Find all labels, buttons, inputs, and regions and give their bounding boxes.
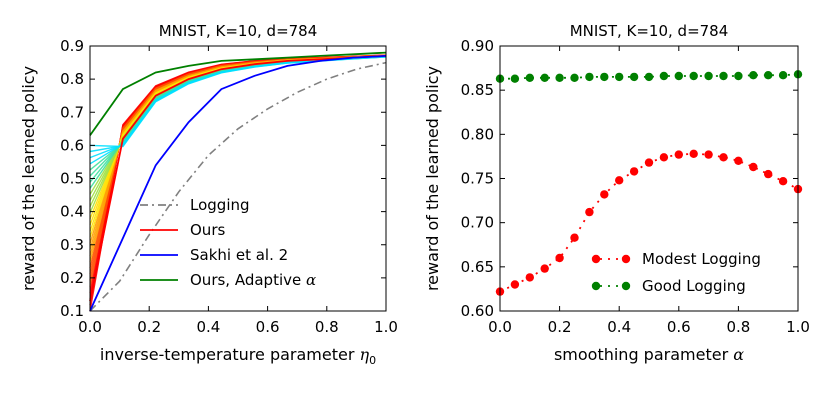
p1-y-tick-label: 0.1 bbox=[60, 302, 84, 320]
p2-y-tick-label: 0.65 bbox=[461, 258, 494, 276]
p2-data-point-1 bbox=[674, 71, 683, 81]
p1-series-line-2 bbox=[89, 55, 387, 312]
p1-band-curve bbox=[89, 56, 387, 148]
p2-legend-marker-0 bbox=[591, 254, 601, 264]
p1-band-curve bbox=[89, 55, 387, 220]
p1-y-tick-label: 0.4 bbox=[60, 203, 84, 221]
p2-data-point-1 bbox=[510, 74, 520, 83]
p2-data-point-0 bbox=[629, 167, 639, 176]
p2-data-point-0 bbox=[764, 169, 773, 179]
p1-y-tick-label: 0.3 bbox=[60, 236, 84, 254]
p1-series-line-0 bbox=[89, 61, 387, 312]
p1-x-tick-label: 0.0 bbox=[78, 318, 102, 336]
p2-data-point-1 bbox=[525, 73, 534, 83]
p2-y-tick-label: 0.85 bbox=[461, 81, 494, 99]
p2-data-point-0 bbox=[644, 158, 654, 167]
p1-y-axis-label: reward of the learned policy bbox=[19, 66, 38, 291]
p2-x-tick-label: 0.0 bbox=[488, 318, 512, 336]
p1-band-curve bbox=[89, 55, 387, 250]
p2-legend-marker-1 bbox=[621, 281, 631, 291]
p1-x-tick-label: 0.2 bbox=[137, 318, 161, 336]
p2-data-point-1 bbox=[585, 72, 594, 82]
p2-data-point-1 bbox=[749, 71, 758, 80]
p2-data-point-0 bbox=[570, 233, 579, 242]
p2-data-point-0 bbox=[749, 162, 758, 172]
p2-y-axis-label: reward of the learned policy bbox=[423, 66, 442, 291]
p2-y-tick-label: 0.60 bbox=[461, 302, 494, 320]
p1-y-tick-label: 0.9 bbox=[60, 37, 84, 55]
p2-data-point-1 bbox=[555, 73, 564, 83]
p2-data-point-0 bbox=[615, 176, 624, 185]
p1-legend-label-2: Sakhi et al. 2 bbox=[190, 246, 288, 264]
p1-band-curve bbox=[89, 55, 387, 256]
p2-data-point-1 bbox=[704, 71, 713, 81]
p2-data-point-1 bbox=[689, 71, 698, 81]
p2-data-point-1 bbox=[570, 73, 579, 83]
p2-y-tick-label: 0.90 bbox=[461, 37, 494, 55]
p1-band-curve bbox=[89, 54, 387, 275]
p1-y-tick-label: 0.8 bbox=[60, 70, 84, 88]
p1-band-curve bbox=[89, 54, 387, 306]
p2-data-point-1 bbox=[719, 71, 728, 81]
p2-data-point-0 bbox=[659, 153, 669, 162]
p2-x-tick-label: 0.2 bbox=[548, 318, 572, 336]
p2-data-point-1 bbox=[778, 71, 788, 80]
p1-series-line-3 bbox=[89, 51, 387, 136]
p2-chart-title: MNIST, K=10, d=784 bbox=[570, 22, 729, 40]
p1-band-curve bbox=[89, 55, 387, 214]
p2-y-tick-label: 0.80 bbox=[461, 125, 494, 143]
p1-y-tick-label: 0.5 bbox=[60, 170, 84, 188]
p2-data-point-0 bbox=[540, 264, 549, 273]
p1-band-curve bbox=[89, 56, 387, 153]
p2-data-point-1 bbox=[629, 72, 639, 82]
p1-x-tick-label: 1.0 bbox=[374, 318, 398, 336]
p2-y-tick-label: 0.70 bbox=[461, 214, 494, 232]
p2-x-tick-label: 1.0 bbox=[786, 318, 810, 336]
p2-data-point-0 bbox=[734, 156, 743, 165]
p2-data-point-1 bbox=[540, 73, 549, 83]
p2-data-point-1 bbox=[659, 71, 669, 81]
p2-legend-label-0: Modest Logging bbox=[642, 250, 761, 268]
p1-band-curve bbox=[89, 54, 387, 263]
p1-x-tick-label: 0.8 bbox=[315, 318, 339, 336]
p2-series-line-1 bbox=[500, 73, 799, 80]
p1-band-curve bbox=[89, 54, 387, 269]
p1-y-tick-label: 0.7 bbox=[60, 103, 84, 121]
p2-x-tick-label: 0.4 bbox=[607, 318, 631, 336]
p2-data-point-0 bbox=[585, 207, 594, 217]
p1-band-curve bbox=[89, 56, 387, 159]
p2-y-tick-label: 0.75 bbox=[461, 170, 494, 188]
p1-y-tick-label: 0.6 bbox=[60, 136, 84, 154]
p2-legend-label-1: Good Logging bbox=[642, 277, 746, 295]
p2-data-point-1 bbox=[734, 71, 743, 81]
p2-data-point-0 bbox=[704, 150, 713, 159]
p2-x-tick-label: 0.8 bbox=[726, 318, 750, 336]
p1-y-tick-label: 0.2 bbox=[60, 269, 84, 287]
p1-legend-label-3: Ours, Adaptive α bbox=[190, 271, 316, 289]
p2-data-point-1 bbox=[764, 71, 773, 80]
p2-data-point-0 bbox=[525, 273, 534, 282]
p1-x-tick-label: 0.6 bbox=[256, 318, 280, 336]
p1-legend-label-0: Logging bbox=[190, 196, 250, 214]
p2-data-point-0 bbox=[689, 149, 698, 158]
p2-x-axis-label: smoothing parameter α bbox=[554, 345, 744, 364]
p2-data-point-1 bbox=[615, 72, 624, 82]
p2-data-point-0 bbox=[719, 153, 728, 162]
p2-data-point-1 bbox=[600, 72, 609, 82]
p1-legend-label-1: Ours bbox=[190, 221, 225, 239]
p1-x-tick-label: 0.4 bbox=[196, 318, 220, 336]
p1-chart-title: MNIST, K=10, d=784 bbox=[159, 22, 318, 40]
p1-series-line-1 bbox=[89, 55, 387, 302]
p2-x-tick-label: 0.6 bbox=[667, 318, 691, 336]
p2-data-point-1 bbox=[644, 72, 654, 82]
p2-data-point-0 bbox=[778, 177, 788, 186]
p2-data-point-0 bbox=[510, 280, 520, 289]
p2-data-point-0 bbox=[555, 253, 564, 263]
p2-legend-marker-0 bbox=[621, 254, 631, 264]
p1-x-axis-label: inverse-temperature parameter η0 bbox=[100, 345, 376, 367]
p2-data-point-0 bbox=[600, 190, 609, 199]
p2-legend-marker-1 bbox=[591, 281, 601, 291]
p2-data-point-0 bbox=[674, 150, 683, 159]
